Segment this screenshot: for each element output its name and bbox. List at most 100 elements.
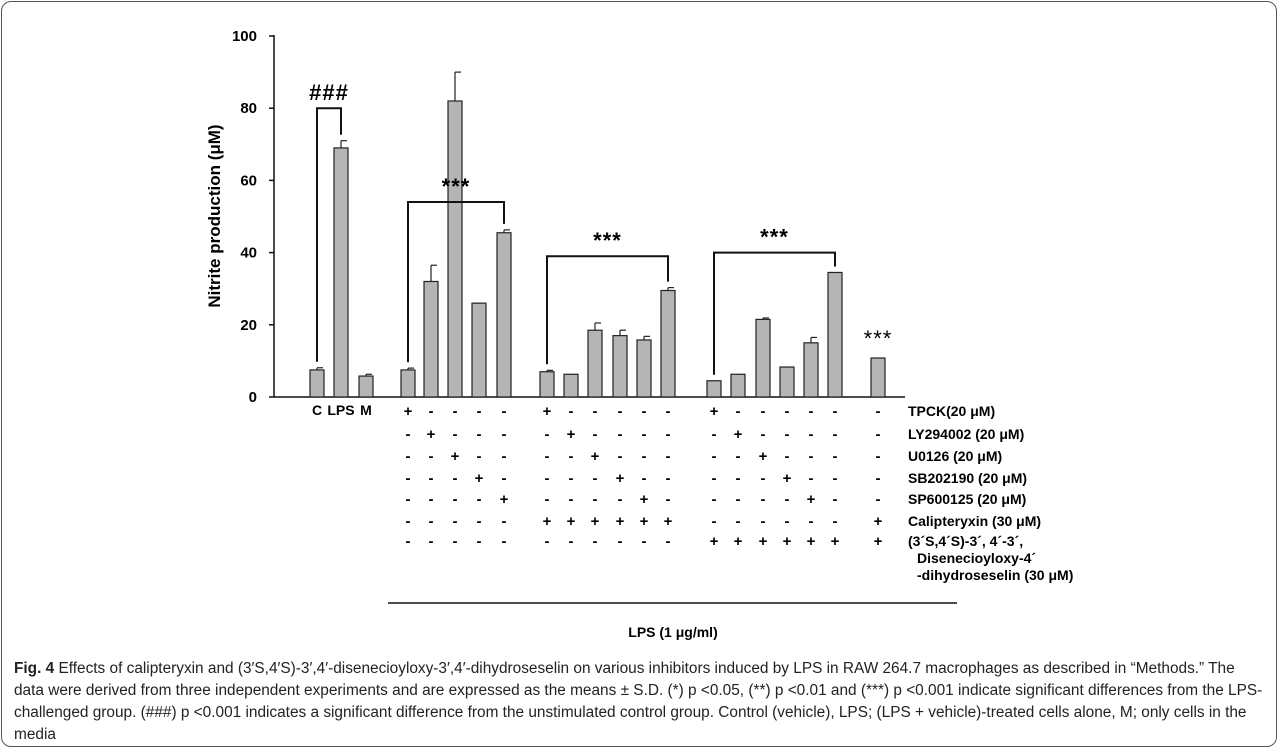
treatment-sign: + — [874, 513, 883, 530]
treatment-sign: - — [406, 533, 411, 550]
treatment-sign: - — [502, 403, 507, 420]
treatment-sign: + — [734, 533, 743, 550]
treatment-sign: - — [736, 403, 741, 420]
treatment-sign: - — [761, 403, 766, 420]
bar — [358, 375, 374, 398]
treatment-sign: - — [833, 448, 838, 465]
bar — [423, 280, 439, 398]
treatment-sign: + — [874, 533, 883, 550]
treatment-sign: - — [545, 533, 550, 550]
treatment-label: (3´S,4´S)-3´, 4´-3´, — [908, 533, 1023, 549]
treatment-sign: - — [569, 491, 574, 508]
treatment-sign: - — [712, 426, 717, 443]
bar — [333, 147, 349, 398]
treatment-sign: - — [429, 403, 434, 420]
treatment-sign: - — [642, 470, 647, 487]
treatment-sign: + — [734, 426, 743, 443]
significance-bracket — [316, 107, 342, 362]
caption-text: Effects of calipteryxin and (3′S,4′S)-3′… — [14, 660, 1263, 743]
treatment-sign: - — [712, 470, 717, 487]
treatment-sign: + — [567, 513, 576, 530]
treatment-sign: - — [809, 403, 814, 420]
chart-axes: 0 20 40 60 80 100 C LPS M — [232, 28, 905, 418]
treatment-sign: - — [712, 491, 717, 508]
treatment-sign: + — [640, 491, 649, 508]
treatment-sign: + — [543, 513, 552, 530]
treatment-sign: - — [477, 513, 482, 530]
treatment-label: Calipteryxin (30 μM) — [908, 513, 1041, 529]
treatment-sign: - — [502, 513, 507, 530]
treatment-sign: - — [785, 513, 790, 530]
treatment-sign: - — [453, 513, 458, 530]
treatment-sign: - — [809, 470, 814, 487]
bar — [563, 373, 579, 398]
treatment-sign: + — [759, 448, 768, 465]
figure-number: Fig. 4 — [14, 660, 55, 677]
treatment-sign: - — [569, 533, 574, 550]
treatment-sign: + — [616, 513, 625, 530]
treatment-sign: - — [809, 448, 814, 465]
bar — [660, 289, 676, 398]
bar — [471, 302, 487, 398]
bar — [755, 318, 771, 398]
significance-label: *** — [760, 225, 789, 250]
treatment-sign: + — [807, 491, 816, 508]
treatment-sign: - — [642, 403, 647, 420]
treatment-sign: - — [666, 470, 671, 487]
bar — [779, 366, 795, 398]
treatment-sign: - — [545, 470, 550, 487]
treatment-sign: - — [618, 491, 623, 508]
significance-label: *** — [864, 326, 893, 351]
treatment-sign: + — [616, 470, 625, 487]
bar — [827, 271, 843, 398]
treatment-sign: - — [761, 491, 766, 508]
treatment-sign: - — [785, 426, 790, 443]
treatment-sign: - — [666, 426, 671, 443]
treatment-sign: - — [502, 448, 507, 465]
chart-bars — [309, 71, 886, 398]
y-tick-label: 40 — [240, 245, 257, 262]
treatment-sign: - — [833, 470, 838, 487]
treatment-sign: - — [593, 470, 598, 487]
treatment-sign: + — [710, 533, 719, 550]
treatment-sign: - — [736, 448, 741, 465]
treatment-sign: - — [453, 533, 458, 550]
treatment-sign: - — [761, 426, 766, 443]
treatment-sign: - — [642, 448, 647, 465]
treatment-label: Disenecioyloxy-4´ — [917, 550, 1036, 566]
treatment-sign: + — [759, 533, 768, 550]
treatment-sign: - — [712, 448, 717, 465]
treatment-sign: - — [666, 491, 671, 508]
treatment-sign: - — [876, 426, 881, 443]
treatment-sign: - — [833, 426, 838, 443]
treatment-sign: - — [833, 491, 838, 508]
significance-label: *** — [593, 228, 622, 253]
treatment-sign: - — [429, 448, 434, 465]
treatment-sign: - — [736, 513, 741, 530]
treatment-sign: - — [593, 426, 598, 443]
treatment-sign: + — [475, 470, 484, 487]
treatment-sign: - — [477, 491, 482, 508]
control-label: C — [312, 402, 322, 418]
treatment-sign: + — [807, 533, 816, 550]
treatment-sign: + — [640, 513, 649, 530]
treatment-sign: - — [477, 448, 482, 465]
treatment-label: -dihydroseselin (30 μM) — [917, 567, 1073, 583]
treatment-sign: - — [761, 470, 766, 487]
significance-bracket — [713, 251, 836, 375]
bar — [539, 371, 555, 398]
treatment-sign: + — [500, 491, 509, 508]
bar — [870, 357, 886, 398]
treatment-sign: - — [569, 448, 574, 465]
treatment-label: SP600125 (20 μM) — [908, 491, 1026, 507]
treatment-sign: - — [642, 533, 647, 550]
treatment-sign: - — [642, 426, 647, 443]
y-tick-label: 0 — [249, 389, 257, 406]
control-label: LPS — [327, 402, 354, 418]
bar — [496, 232, 512, 398]
treatment-sign: - — [477, 426, 482, 443]
treatment-label: U0126 (20 μM) — [908, 448, 1002, 464]
treatment-sign: - — [809, 513, 814, 530]
treatment-sign: + — [404, 403, 413, 420]
bar — [730, 373, 746, 398]
